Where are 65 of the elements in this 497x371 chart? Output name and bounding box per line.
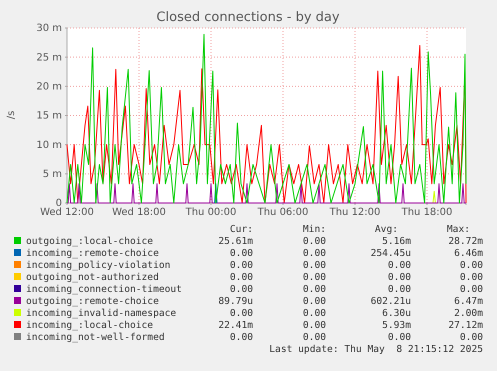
x-tick-label: Thu 12:00 <box>328 207 380 218</box>
y-tick-label: 25 m <box>36 52 62 64</box>
text: 6.46m <box>454 248 484 259</box>
legend-label: incoming_invalid-namespace <box>26 308 176 319</box>
legend-label: incoming_:remote-choice <box>26 248 160 259</box>
text: 0.00 <box>388 272 412 283</box>
text: Avg: <box>374 224 398 235</box>
text: 0.00 <box>302 248 326 259</box>
text: 6.47m <box>454 296 484 307</box>
text: 0.00 <box>302 308 326 319</box>
text: 0.00 <box>230 284 254 295</box>
y-tick-label: 5 m <box>42 169 62 180</box>
text: 0.00 <box>302 296 326 307</box>
text: 0.00 <box>388 332 412 343</box>
y-axis-title: /s <box>6 110 17 120</box>
chart-title: Closed connections - by day <box>156 10 340 25</box>
text: 0.00 <box>460 332 484 343</box>
text: 6.30u <box>382 308 411 319</box>
text: 0.00 <box>230 308 254 319</box>
text: 0.00 <box>230 332 254 343</box>
x-tick-label: Wed 12:00 <box>40 207 94 218</box>
text: 2.00m <box>454 308 484 319</box>
text: 0.00 <box>230 248 254 259</box>
text: 0.00 <box>302 272 326 283</box>
x-tick-label: Wed 18:00 <box>112 207 166 218</box>
legend-label: outgoing_not-authorized <box>26 272 159 283</box>
text: 0.00 <box>302 260 326 271</box>
text: 0.00 <box>460 260 484 271</box>
y-tick-label: 15 m <box>36 110 62 122</box>
text: 27.12m <box>448 320 484 331</box>
legend-label: outgoing_:local-choice <box>26 236 154 247</box>
text: 0.00 <box>388 284 412 295</box>
text: 0.00 <box>230 260 254 271</box>
text: 0.00 <box>230 272 254 283</box>
text: 0.00 <box>388 260 412 271</box>
text: Last update: Thu May 8 21:15:12 2025 <box>269 344 483 355</box>
y-tick-label: 10 m <box>36 140 62 151</box>
text: 89.79u <box>218 296 253 307</box>
legend-label: incoming_not-well-formed <box>26 332 165 343</box>
text: 0.00 <box>302 284 326 295</box>
x-tick-label: Thu 00:00 <box>184 207 236 218</box>
y-tick-label: 20 m <box>36 82 62 93</box>
legend-label: incoming_:local-choice <box>26 320 154 331</box>
text: Cur: <box>230 224 253 235</box>
y-tick-label: 0 <box>56 198 62 210</box>
text: 0.00 <box>302 320 326 331</box>
legend-label: outgoing_:remote-choice <box>26 296 160 307</box>
text: 5.93m <box>382 320 412 331</box>
x-tick-label: Thu 06:00 <box>256 207 308 218</box>
text: 602.21u <box>370 296 411 307</box>
text: 5.16m <box>382 236 412 247</box>
text: 0.00 <box>302 236 326 247</box>
text: 0.00 <box>460 272 484 283</box>
text: Max: <box>446 224 470 235</box>
text: 0.00 <box>302 332 326 343</box>
text: 28.72m <box>448 236 484 247</box>
text: 25.61m <box>218 236 254 247</box>
text: Min: <box>302 224 326 235</box>
text: 22.41m <box>218 320 254 331</box>
text: 254.45u <box>370 248 411 259</box>
x-tick-label: Thu 18:00 <box>400 207 452 218</box>
y-tick-label: 30 m <box>36 23 62 34</box>
text: 0.00 <box>460 284 484 295</box>
legend-label: incoming_connection-timeout <box>26 284 182 295</box>
legend-label: incoming_policy-violation <box>26 260 170 271</box>
